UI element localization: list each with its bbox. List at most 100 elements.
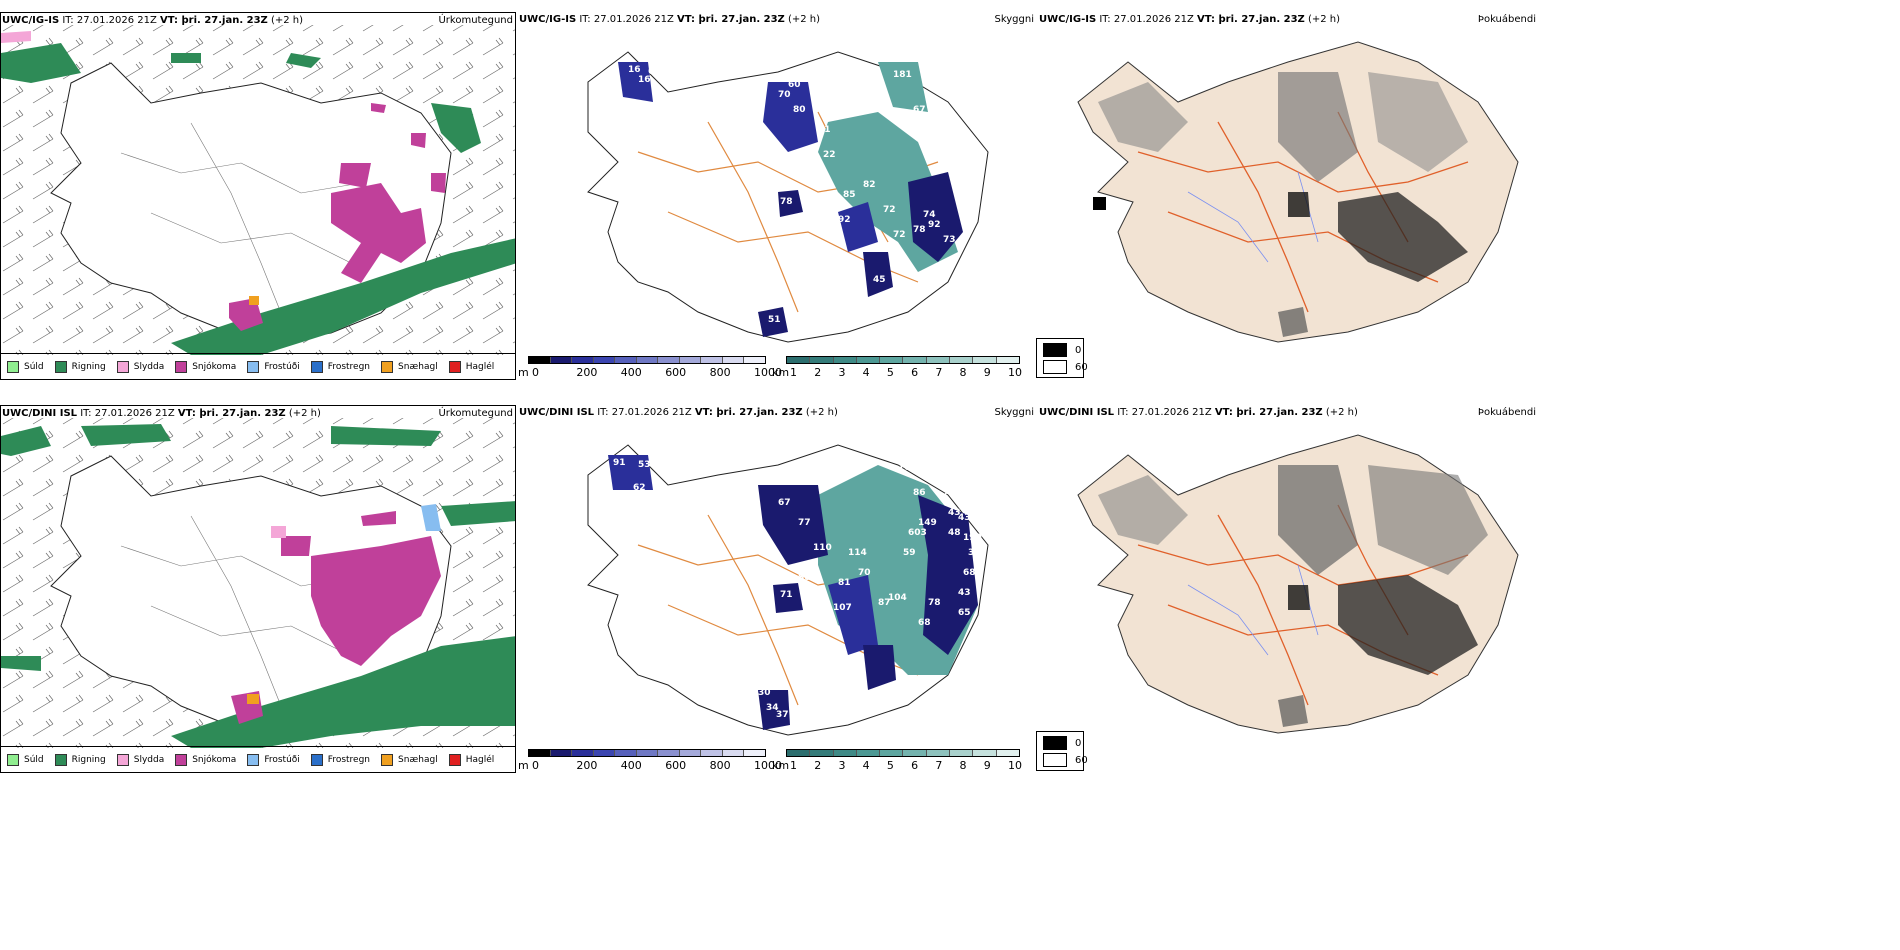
visibility-value-label: 70 [858, 568, 871, 578]
frost-drizzle-area [421, 504, 441, 531]
visibility-value-label: 37 [776, 710, 789, 720]
roads [637, 504, 939, 706]
scale-cell [679, 750, 702, 756]
scale-tick-label: 400 [620, 759, 642, 772]
snow-pellet-area [247, 694, 259, 704]
scale-cell [529, 750, 551, 756]
scale-cell [658, 357, 680, 363]
scale-cell [636, 750, 659, 756]
scale-tick-label: 9 [983, 759, 991, 772]
legend-item: Frostúði [247, 753, 300, 766]
panel-title: Þokuábendi [1477, 407, 1536, 418]
visibility-value-label: 22 [823, 150, 836, 160]
legend-label: Snæhagl [398, 361, 438, 372]
scale-tick-label: 600 [665, 366, 687, 379]
legend-item: Snæhagl [381, 360, 438, 373]
rain-area [286, 53, 321, 68]
scale-cell [744, 357, 766, 363]
scale-cell [615, 357, 637, 363]
snow-area [361, 511, 396, 526]
fog-area [1278, 465, 1358, 575]
legend-item: Haglél [448, 360, 494, 373]
low-vis-area [908, 172, 963, 262]
scale-tick-label: 4 [862, 366, 870, 379]
precip-legend: Súld Rigning Slydda Snjókoma Frostúði Frostre… [1, 746, 515, 772]
scale-cell [701, 750, 723, 756]
scale-tick-label: 800 [709, 366, 731, 379]
legend-label: Slydda [133, 361, 165, 372]
panel-title: Skyggni [994, 14, 1034, 25]
snow-area [431, 173, 446, 193]
scale-unit: m [518, 366, 529, 379]
scale-cell [903, 750, 927, 756]
rain-area [171, 53, 201, 63]
low-vis-area [758, 307, 788, 337]
low-vis-area [773, 583, 803, 613]
low-vis-area [878, 62, 928, 112]
visibility-value-label: 48 [948, 528, 961, 538]
visibility-value-label: 67 [913, 105, 926, 115]
legend-item: Slydda [116, 753, 164, 766]
scale-tick-label: 200 [576, 759, 598, 772]
rain-area [171, 636, 515, 748]
visibility-value-label: 110 [813, 543, 832, 553]
fog-swatch-white [1043, 753, 1067, 767]
snow-area [311, 536, 441, 666]
snow-area [339, 163, 371, 188]
scale-cell [856, 357, 881, 363]
visibility-value-label: 114 [848, 548, 867, 558]
scale-cell [787, 357, 811, 363]
visibility-value-label: 65 [958, 608, 971, 618]
precip-type-panel-top: UWC/IG-IS IT: 27.01.2026 21Z VT: þri. 27… [0, 12, 516, 380]
roads [1137, 111, 1469, 313]
legend-label: Frostúði [264, 361, 300, 372]
scale-cell [572, 357, 594, 363]
scale-cell [833, 750, 857, 756]
scale-tick-label: 600 [665, 759, 687, 772]
legend-label: Rigning [71, 754, 106, 765]
snow-pellet-area [249, 296, 259, 305]
scale-unit: km [772, 366, 790, 379]
visibility-value-label: 70 [778, 90, 791, 100]
scale-cell [615, 750, 637, 756]
scale-cell [973, 750, 997, 756]
panel-header: UWC/IG-IS IT: 27.01.2026 21Z VT: þri. 27… [519, 14, 821, 25]
fog-legend-min: 0 [1075, 344, 1082, 356]
visibility-value-label: 51 [768, 315, 781, 325]
scale-tick-label: 8 [959, 759, 967, 772]
rain-area [1, 656, 41, 671]
scale-tick-label: 8 [959, 366, 967, 379]
rain-area [441, 501, 515, 526]
sleet-area [271, 526, 286, 538]
scale-cell [833, 357, 857, 363]
fog-map-top [1077, 41, 1519, 343]
fog-area [1098, 475, 1188, 545]
rain-area [431, 103, 481, 153]
fog-swatch-black [1043, 736, 1067, 750]
rain-area [171, 238, 515, 355]
visibility-value-label: 149 [918, 518, 937, 528]
visibility-value-label: 77 [798, 518, 811, 528]
visibility-value-label: 181 [893, 70, 912, 80]
legend-item: Rigning [54, 753, 106, 766]
scale-cell [744, 750, 766, 756]
scale-cell [950, 357, 974, 363]
scale-cell [550, 750, 573, 756]
scale-tick-label: 0 [532, 759, 539, 772]
legend-swatch [175, 360, 188, 373]
scale-cell [722, 750, 745, 756]
visibility-value-label: 10 [963, 175, 976, 185]
legend-swatch [7, 753, 19, 766]
legend-swatch [175, 753, 188, 766]
visibility-value-label: 78 [928, 598, 941, 608]
visibility-value-label: 43 [948, 508, 961, 518]
snow-area [411, 133, 426, 148]
legend-swatch [381, 360, 394, 373]
visibility-value-label: 62 [633, 483, 646, 493]
visibility-value-label: 78 [780, 197, 793, 207]
visibility-value-label: 81 [818, 125, 831, 135]
scale-tick-label: 0 [532, 366, 539, 379]
visibility-value-label: 39 [968, 548, 981, 558]
low-vis-area [758, 485, 828, 565]
rain-area [331, 426, 441, 446]
